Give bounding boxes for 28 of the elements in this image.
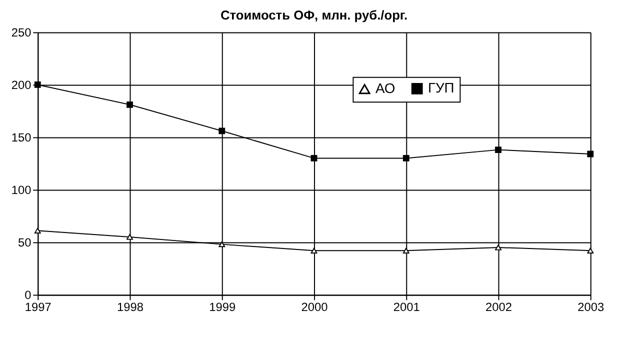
y-tick-label: 150: [11, 130, 32, 145]
y-tick-label: 0: [24, 288, 32, 302]
legend-label: АО: [375, 80, 396, 96]
point: [218, 128, 226, 134]
chart-title: Стоимость ОФ, млн. руб./орг.: [220, 7, 408, 22]
y-tick-label: 200: [11, 78, 32, 92]
x-tick-label: 2001: [393, 300, 420, 314]
point: [126, 234, 133, 240]
x-tick-label: 2000: [301, 300, 328, 314]
y-tick-label: 250: [11, 26, 32, 40]
point: [126, 101, 133, 108]
legend-label: ГУП: [428, 80, 454, 96]
point: [310, 248, 318, 254]
point: [218, 241, 226, 248]
point: [402, 155, 410, 162]
point: [495, 244, 502, 250]
point: [587, 150, 594, 158]
x-tick-label: 1998: [117, 300, 144, 314]
x-tick-label: 1997: [24, 300, 52, 314]
y-tick-label: 100: [11, 183, 32, 198]
point: [495, 146, 502, 154]
x-tick-label: 2002: [486, 300, 512, 314]
x-tick-label: 1999: [209, 300, 236, 314]
x-tick-label: 2003: [578, 300, 604, 314]
point: [402, 248, 410, 254]
y-tick-label: 50: [18, 236, 32, 250]
point: [310, 155, 318, 162]
point: [587, 248, 594, 254]
